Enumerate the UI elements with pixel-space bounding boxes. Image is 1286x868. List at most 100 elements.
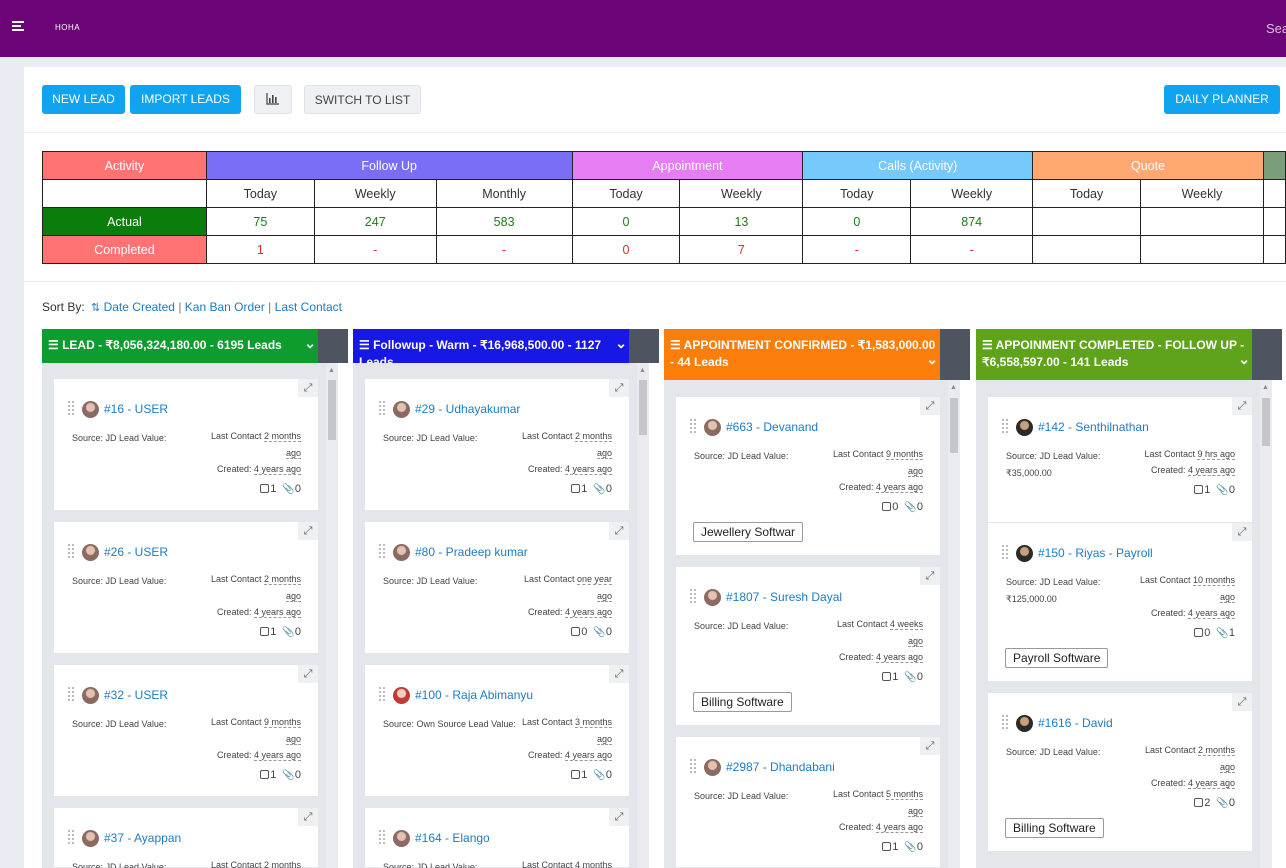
chevron-down-icon[interactable]: ⌄ (615, 335, 627, 351)
product-tag[interactable]: Billing Software (693, 692, 792, 712)
scrollbar[interactable]: ▲ (326, 363, 338, 868)
scroll-up-arrow[interactable]: ▲ (950, 384, 957, 391)
lead-card[interactable]: ⤢ #29 - Udhayakumar Source: JD Lead Value:… (364, 378, 630, 511)
lead-card[interactable]: ⤢ #26 - USER Source: JD Lead Value: Last Co… (53, 521, 319, 654)
expand-icon[interactable]: ⤢ (298, 522, 318, 540)
lead-card[interactable]: ⤢ #16 - USER Source: JD Lead Value: Last Co… (53, 378, 319, 511)
lead-card[interactable]: ⤢ #142 - Senthilnathan Source: JD Lead Val… (987, 396, 1253, 529)
lead-source: Source: JD Lead Value: (694, 448, 788, 465)
created-date: Created: 4 years ago (1151, 465, 1235, 476)
lead-title-link[interactable]: #29 - Udhayakumar (415, 402, 521, 416)
expand-icon[interactable]: ⤢ (609, 522, 629, 540)
lead-card[interactable]: ⤢ #32 - USER Source: JD Lead Value: Last Co… (53, 664, 319, 797)
expand-icon[interactable]: ⤢ (298, 808, 318, 826)
drag-handle[interactable] (379, 687, 385, 701)
sort-kanban-order[interactable]: Kan Ban Order (184, 300, 265, 314)
chevron-down-icon[interactable]: ⌄ (1238, 351, 1250, 367)
menu-icon[interactable] (12, 21, 24, 31)
lead-card[interactable]: ⤢ #2987 - Dhandabani Source: JD Lead Value… (675, 736, 941, 868)
lead-title-link[interactable]: #32 - USER (104, 688, 169, 702)
product-tag[interactable]: Billing Software (1005, 818, 1104, 838)
column-header[interactable]: ☰ APPOINTMENT CONFIRMED - ₹1,583,000.00 … (664, 329, 970, 380)
expand-icon[interactable]: ⤢ (920, 397, 940, 415)
lead-title-link[interactable]: #150 - Riyas - Payroll (1038, 546, 1153, 560)
sort-date-created[interactable]: Date Created (103, 300, 175, 314)
expand-icon[interactable]: ⤢ (298, 379, 318, 397)
lead-title-link[interactable]: #37 - Ayappan (104, 831, 182, 845)
lead-card[interactable]: ⤢ #100 - Raja Abimanyu Source: Own Source … (364, 664, 630, 797)
scroll-up-arrow[interactable]: ▲ (639, 367, 646, 374)
search-input[interactable]: Sea (1266, 21, 1286, 36)
new-lead-button[interactable]: NEW LEAD (42, 85, 125, 114)
expand-icon[interactable]: ⤢ (609, 379, 629, 397)
column-header[interactable]: ☰ Followup - Warm - ₹16,968,500.00 - 112… (353, 329, 659, 369)
expand-icon[interactable]: ⤢ (609, 665, 629, 683)
drag-handle[interactable] (379, 830, 385, 844)
created-date: Created: 4 years ago (528, 750, 612, 761)
lead-card[interactable]: ⤢ #1807 - Suresh Dayal Source: JD Lead Val… (675, 566, 941, 726)
expand-icon[interactable]: ⤢ (298, 665, 318, 683)
header-appointment: Appointment (571, 151, 804, 180)
drag-handle[interactable] (1002, 545, 1008, 559)
sort-icon: ⇅ (91, 302, 101, 314)
drag-handle[interactable] (68, 544, 74, 558)
drag-handle[interactable] (68, 687, 74, 701)
lead-title-link[interactable]: #16 - USER (104, 402, 169, 416)
column-header[interactable]: ☰ APPOINMENT COMPLETED - FOLLOW UP - ₹6,… (976, 329, 1282, 380)
import-leads-button[interactable]: IMPORT LEADS (130, 85, 241, 114)
expand-icon[interactable]: ⤢ (609, 808, 629, 826)
lead-title-link[interactable]: #80 - Pradeep kumar (415, 545, 528, 559)
lead-card[interactable]: ⤢ #37 - Ayappan Source: JD Lead Value: Last… (53, 807, 319, 868)
product-tag[interactable]: Jewellery Softwar (693, 522, 804, 542)
scrollbar-thumb[interactable] (1262, 398, 1270, 446)
scrollbar[interactable]: ▲ (637, 363, 649, 868)
chevron-down-icon[interactable]: ⌄ (926, 351, 938, 367)
drag-handle[interactable] (690, 419, 696, 433)
drag-handle[interactable] (1002, 715, 1008, 729)
expand-icon[interactable]: ⤢ (920, 567, 940, 585)
lead-title-link[interactable]: #142 - Senthilnathan (1038, 420, 1149, 434)
lead-title-link[interactable]: #26 - USER (104, 545, 169, 559)
list-icon: ☰ (982, 338, 996, 352)
last-contact-label: Last Contact (1144, 449, 1198, 459)
lead-card[interactable]: ⤢ #663 - Devanand Source: JD Lead Value: La… (675, 396, 941, 556)
product-tag[interactable]: Payroll Software (1005, 648, 1109, 668)
note-icon (571, 770, 581, 779)
drag-handle[interactable] (68, 830, 74, 844)
scrollbar[interactable]: ▲ (1260, 380, 1272, 868)
lead-card[interactable]: ⤢ #80 - Pradeep kumar Source: JD Lead Valu… (364, 521, 630, 654)
drag-handle[interactable] (690, 589, 696, 603)
expand-icon[interactable]: ⤢ (1232, 693, 1252, 711)
chevron-down-icon[interactable]: ⌄ (304, 335, 316, 351)
expand-icon[interactable]: ⤢ (1232, 523, 1252, 541)
last-contact-label: Last Contact (1144, 745, 1198, 755)
chart-view-button[interactable] (254, 85, 292, 114)
drag-handle[interactable] (379, 544, 385, 558)
scrollbar-thumb[interactable] (328, 380, 336, 440)
scrollbar[interactable]: ▲ (948, 380, 960, 868)
lead-card[interactable]: ⤢ #1616 - David Source: JD Lead Value: Last… (987, 692, 1253, 852)
avatar (393, 401, 410, 418)
expand-icon[interactable]: ⤢ (920, 737, 940, 755)
drag-handle[interactable] (690, 759, 696, 773)
column-header[interactable]: ☰ LEAD - ₹8,056,324,180.00 - 6195 Leads ⌄ (42, 329, 348, 363)
sort-last-contact[interactable]: Last Contact (274, 300, 343, 314)
drag-handle[interactable] (68, 401, 74, 415)
scroll-up-arrow[interactable]: ▲ (1262, 384, 1269, 391)
scroll-up-arrow[interactable]: ▲ (328, 367, 335, 374)
drag-handle[interactable] (379, 401, 385, 415)
lead-card[interactable]: ⤢ #164 - Elango Source: JD Lead Value: Last… (364, 807, 630, 868)
lead-title-link[interactable]: #663 - Devanand (726, 420, 819, 434)
lead-title-link[interactable]: #1807 - Suresh Dayal (726, 590, 843, 604)
scrollbar-thumb[interactable] (639, 380, 647, 435)
switch-to-list-button[interactable]: SWITCH TO LIST (304, 85, 421, 114)
lead-title-link[interactable]: #164 - Elango (415, 831, 490, 845)
scrollbar-thumb[interactable] (950, 398, 958, 453)
drag-handle[interactable] (1002, 419, 1008, 433)
expand-icon[interactable]: ⤢ (1232, 397, 1252, 415)
lead-title-link[interactable]: #2987 - Dhandabani (726, 760, 835, 774)
daily-planner-button[interactable]: DAILY PLANNER (1164, 85, 1280, 114)
lead-title-link[interactable]: #100 - Raja Abimanyu (415, 688, 534, 702)
lead-card[interactable]: ⤢ #150 - Riyas - Payroll Source: JD Lead V… (987, 522, 1253, 682)
lead-title-link[interactable]: #1616 - David (1038, 716, 1113, 730)
